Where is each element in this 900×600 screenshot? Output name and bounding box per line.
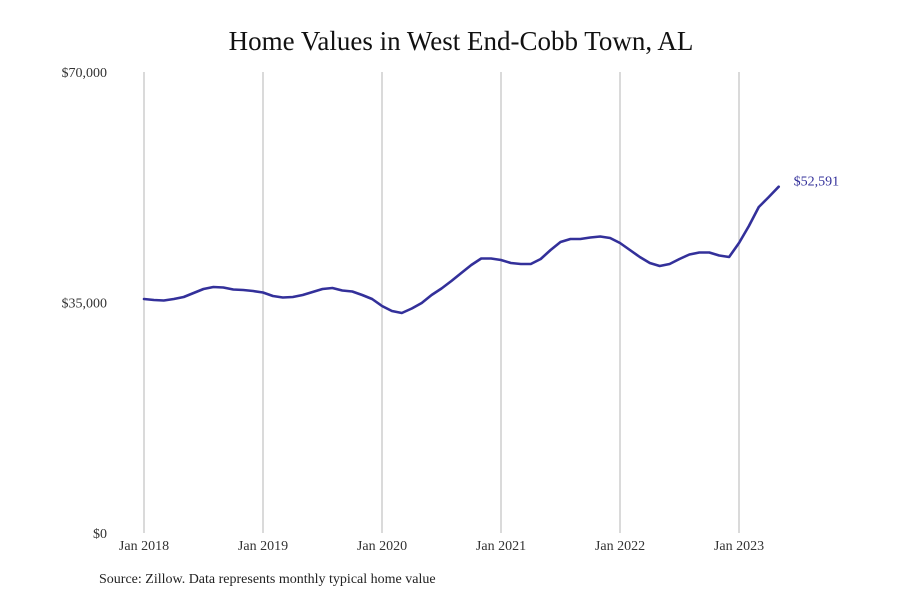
x-tick-label: Jan 2019: [238, 539, 288, 554]
x-tick-label: Jan 2023: [714, 539, 764, 554]
x-tick-label: Jan 2018: [119, 539, 169, 554]
chart-title: Home Values in West End-Cobb Town, AL: [228, 26, 694, 56]
x-tick-label: Jan 2020: [357, 539, 407, 554]
end-value-label: $52,591: [794, 175, 840, 190]
x-tick-label: Jan 2022: [595, 539, 645, 554]
y-tick-label: $35,000: [62, 297, 108, 312]
series-line: [142, 185, 780, 315]
x-tick-label: Jan 2021: [476, 539, 526, 554]
y-tick-label: $0: [93, 527, 107, 542]
y-tick-label: $70,000: [62, 66, 108, 81]
source-note: Source: Zillow. Data represents monthly …: [99, 572, 436, 587]
